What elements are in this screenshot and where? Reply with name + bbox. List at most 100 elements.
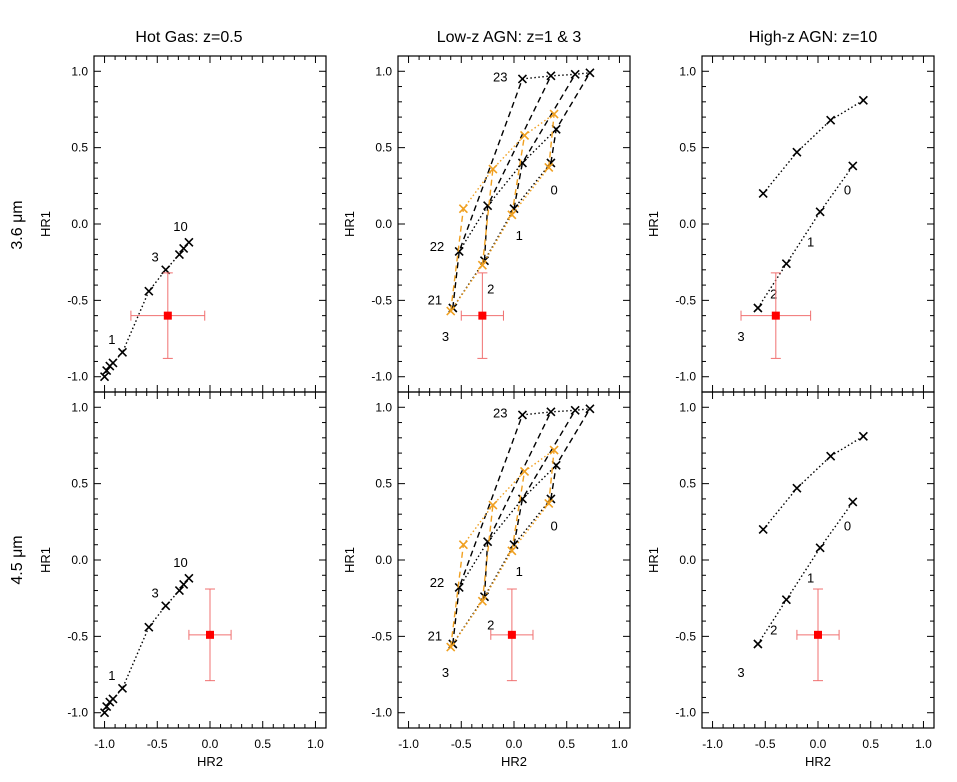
track-label: 3: [737, 329, 744, 344]
track-label: 21: [428, 628, 442, 643]
series-line: [511, 135, 526, 215]
data-point-marker: [546, 71, 556, 81]
y-tick-label: -1.0: [675, 706, 696, 720]
series-line: [450, 544, 465, 648]
data-point-marker: [184, 237, 194, 247]
y-axis-label: HR1: [646, 547, 661, 573]
track-label: 1: [108, 332, 115, 347]
x-axis-label: HR2: [197, 754, 223, 769]
panel-1: -1.0 -0.5 0.0 0.5 1.0 HR1 1 3 10: [38, 55, 327, 393]
series-line: [450, 208, 465, 312]
y-axis-label: HR1: [38, 547, 53, 573]
series-line: [450, 167, 550, 312]
track-label: 10: [173, 555, 187, 570]
observation-point: [478, 311, 487, 320]
x-tick-label: 0.5: [558, 737, 575, 751]
track-label: 1: [807, 234, 814, 249]
x-tick-label: -0.5: [755, 737, 776, 751]
track-label: 2: [487, 282, 494, 297]
track-label: 1: [516, 564, 523, 579]
y-tick-label: 0.5: [71, 141, 88, 155]
y-tick-label: 0.0: [71, 553, 88, 567]
x-tick-label: -1.0: [94, 737, 115, 751]
data-point-marker: [517, 410, 528, 420]
y-tick-label: 1.0: [679, 400, 696, 414]
track-label: 3: [442, 665, 449, 680]
series-line: [513, 73, 576, 209]
track-label: 0: [844, 182, 851, 197]
data-point-marker: [753, 303, 763, 313]
series-line: [762, 435, 864, 530]
data-point-marker: [117, 347, 128, 357]
y-tick-label: -1.0: [675, 370, 696, 384]
data-point-marker: [117, 683, 128, 693]
panel-frame: [93, 55, 327, 393]
series-line: [522, 72, 590, 80]
observation-point: [507, 630, 516, 639]
panel-4: -1.0 -1.0 -0.5 -0.5 0.0 0.0 0.5 0.5 1.0 1.0 HR1 HR2…: [38, 391, 327, 769]
data-point-marker: [781, 259, 791, 269]
data-point-marker: [848, 497, 858, 507]
data-point-marker: [848, 161, 858, 171]
data-point-marker: [509, 204, 519, 214]
track-label: 2: [770, 622, 777, 637]
panel-frame: [93, 391, 327, 729]
panel-6: -1.0 -1.0 -0.5 -0.5 0.0 0.0 0.5 0.5 1.0 1.0 HR1 HR2…: [646, 391, 935, 769]
y-axis-label: HR1: [342, 547, 357, 573]
data-point-marker: [858, 95, 868, 105]
y-tick-label: 0.0: [679, 217, 696, 231]
data-point-marker: [144, 286, 154, 296]
y-tick-label: -1.0: [371, 370, 392, 384]
x-tick-label: 1.0: [611, 737, 628, 751]
series-line: [103, 241, 190, 377]
y-axis-label: HR1: [38, 211, 53, 237]
track-label: 2: [770, 286, 777, 301]
track-label: 0: [550, 182, 557, 197]
x-tick-label: 0.5: [254, 737, 271, 751]
x-tick-label: -1.0: [702, 737, 723, 751]
track-label: 22: [430, 575, 444, 590]
series-line: [762, 99, 864, 194]
data-point-marker: [161, 601, 171, 611]
series-line: [462, 113, 555, 210]
series-line: [462, 449, 555, 546]
data-point-marker: [517, 158, 528, 168]
track-label: 0: [550, 518, 557, 533]
data-point-marker: [758, 524, 768, 535]
track-label: 0: [844, 518, 851, 533]
data-point-marker: [792, 147, 802, 157]
x-tick-label: -0.5: [451, 737, 472, 751]
track-label: 23: [493, 69, 507, 84]
data-point-marker: [826, 451, 836, 461]
series-line: [522, 408, 590, 416]
data-point-marker: [507, 546, 517, 556]
data-point-marker: [517, 494, 528, 504]
y-tick-label: 0.0: [375, 553, 392, 567]
data-point-marker: [570, 405, 580, 415]
data-point-marker: [477, 596, 487, 606]
x-tick-label: 0.0: [506, 737, 523, 751]
series-line: [548, 449, 555, 504]
track-label: 3: [152, 250, 159, 265]
data-point-marker: [781, 595, 791, 605]
y-tick-label: -1.0: [67, 706, 88, 720]
series-line: [513, 409, 576, 545]
series-line: [481, 168, 494, 266]
row-label-4-5um: 4.5 μm: [9, 535, 26, 584]
observation-point: [771, 311, 780, 320]
data-point-marker: [792, 483, 802, 493]
x-tick-label: -0.5: [147, 737, 168, 751]
y-axis-label: HR1: [646, 211, 661, 237]
data-point-marker: [815, 207, 825, 217]
row-label-3-6um: 3.6 μm: [9, 200, 26, 249]
x-axis-label: HR2: [501, 754, 527, 769]
y-tick-label: 1.0: [71, 400, 88, 414]
y-tick-label: 0.0: [375, 217, 392, 231]
y-tick-label: 0.5: [71, 477, 88, 491]
track-label: 2: [487, 618, 494, 633]
y-axis-label: HR1: [342, 211, 357, 237]
panel-frame: [397, 55, 631, 393]
data-point-marker: [488, 500, 498, 510]
